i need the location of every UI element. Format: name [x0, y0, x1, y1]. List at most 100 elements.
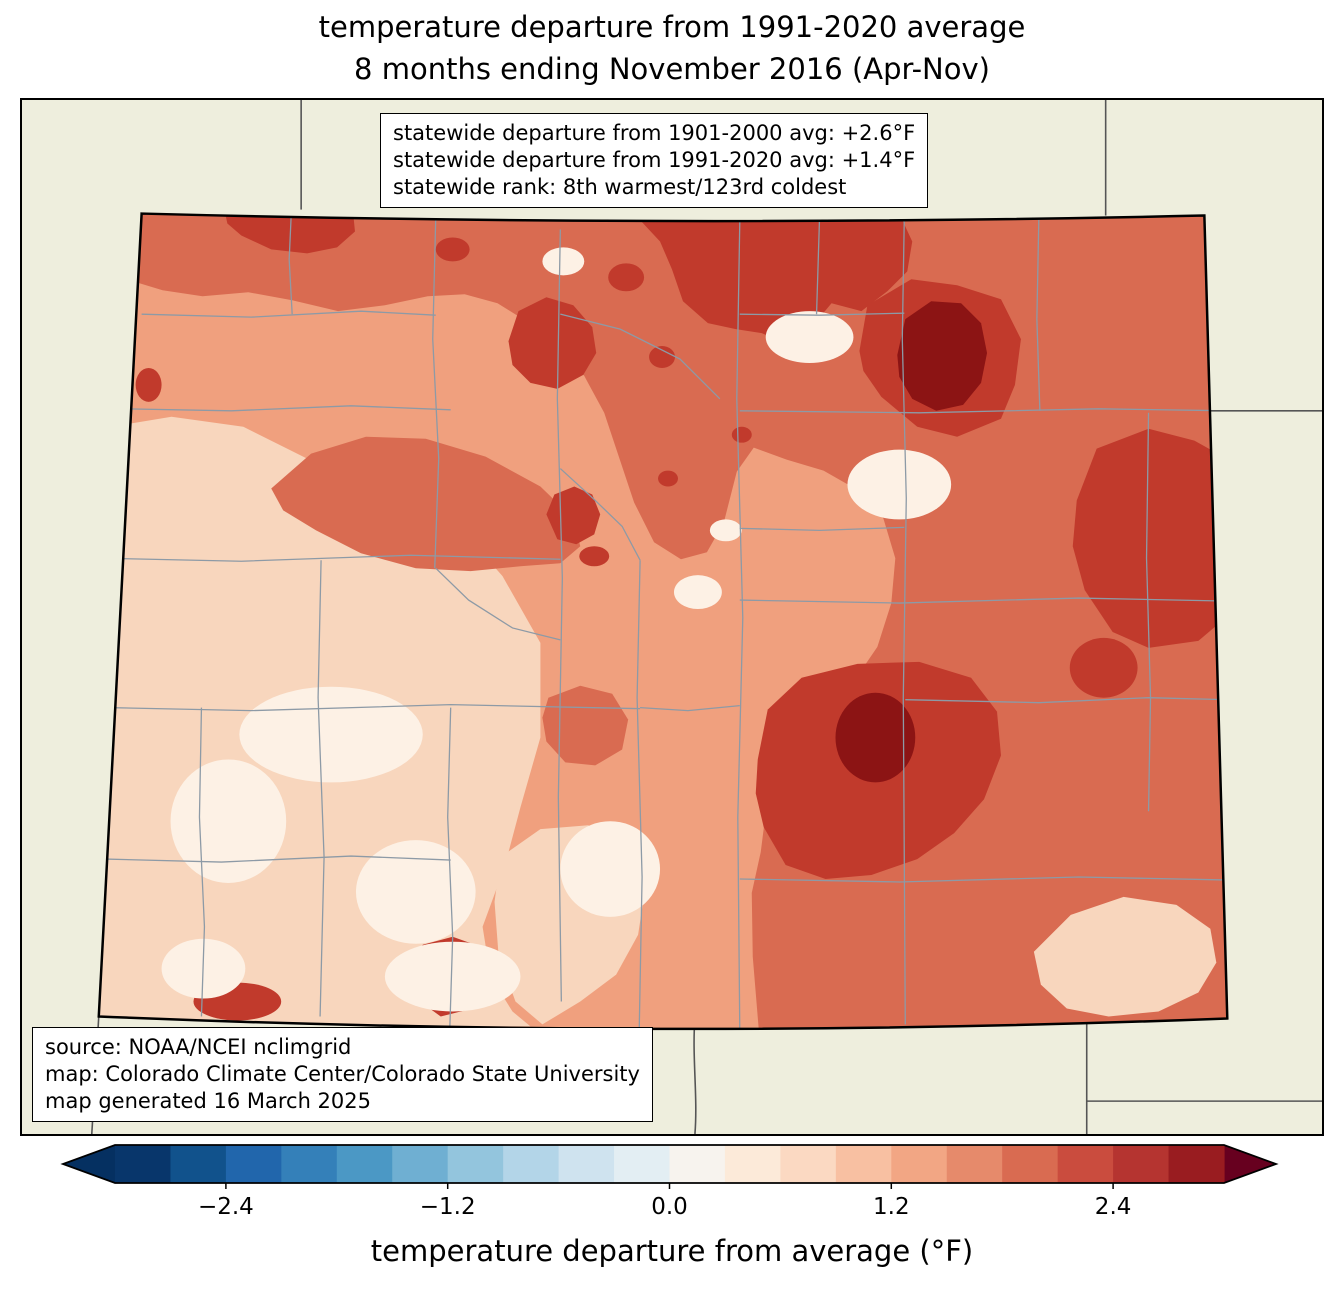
colorbar-segment	[170, 1145, 227, 1183]
contour-region-cream	[765, 311, 854, 363]
county-line	[739, 312, 905, 316]
colorbar-segment	[724, 1145, 781, 1183]
stats-line-3: statewide rank: 8th warmest/123rd coldes…	[393, 174, 847, 199]
colorbar-tick-label: 2.4	[1094, 1194, 1132, 1220]
county-line	[101, 554, 561, 562]
contour-region-dark	[658, 470, 678, 487]
contour-region-dark	[224, 213, 355, 254]
colorbar-segment	[891, 1145, 948, 1183]
stats-box: statewide departure from 1901-2000 avg: …	[380, 113, 929, 208]
county-line	[435, 567, 561, 641]
state-border	[97, 212, 1229, 1031]
source-line-3: map generated 16 March 2025	[45, 1089, 372, 1114]
county-line	[739, 408, 1228, 414]
contour-region-cream	[384, 941, 521, 1012]
colorbar-segment	[614, 1145, 671, 1183]
colorbar-tick-marks	[225, 1183, 1114, 1189]
colorbar-segment	[392, 1145, 449, 1183]
contour-region-dark	[1069, 637, 1138, 698]
county-line	[198, 707, 206, 1017]
contour-region-dark	[435, 237, 470, 262]
colorbar-segment	[336, 1145, 393, 1183]
county-line	[901, 217, 907, 1025]
county-line	[559, 468, 641, 561]
colorbar-outline	[60, 1144, 1279, 1184]
contour-region-medium	[271, 436, 581, 572]
contour-region-dark	[1072, 428, 1226, 648]
contour-region-peach	[1033, 896, 1217, 1017]
county-line	[736, 221, 744, 1029]
colorbar-segment	[1168, 1145, 1225, 1183]
contour-region-dark	[632, 213, 913, 346]
colorbar-segment	[1057, 1145, 1114, 1183]
map-axes-frame: statewide departure from 1901-2000 avg: …	[20, 98, 1324, 1136]
page-title-line1: temperature departure from 1991-2020 ave…	[318, 10, 1026, 44]
county-borders	[101, 215, 1228, 1029]
page-title-line2: 8 months ending November 2016 (Apr-Nov)	[354, 52, 990, 86]
colorbar-bar	[60, 1144, 1279, 1189]
county-line	[739, 876, 1228, 883]
contour-region-cream	[355, 840, 476, 944]
contour-region-dark	[608, 263, 645, 292]
county-line	[432, 217, 440, 569]
colorbar-segment	[669, 1145, 726, 1183]
county-line	[739, 526, 905, 531]
colorbar-axis-label: temperature departure from average (°F)	[370, 1234, 974, 1268]
contour-region-cream	[170, 759, 287, 883]
colorbar-segment	[503, 1145, 560, 1183]
county-line	[1145, 412, 1152, 812]
colorbar-tick-label: 0.0	[651, 1194, 688, 1220]
contour-region-dark	[731, 426, 752, 443]
county-line	[560, 313, 721, 400]
colorbar-segment	[447, 1145, 504, 1183]
colorbar-tick-label: 1.2	[873, 1194, 910, 1220]
county-line	[288, 215, 293, 315]
contour-region-dark	[579, 546, 610, 567]
contour-region-medium	[542, 685, 629, 766]
colorbar-under-arrow-icon	[63, 1145, 115, 1183]
county-line	[105, 855, 451, 863]
colorbar-segment	[1113, 1145, 1170, 1183]
contour-region-cream	[560, 821, 661, 917]
colorado-temperature-map	[22, 100, 1322, 1134]
county-line	[815, 217, 821, 315]
contour-region-cream	[847, 449, 952, 520]
colorbar-segments	[115, 1145, 1225, 1183]
county-line	[636, 560, 643, 1029]
county-line	[905, 697, 1228, 704]
county-line	[640, 705, 740, 712]
county-line	[739, 597, 1228, 604]
contour-region-cream	[709, 519, 742, 542]
colorbar-segment	[115, 1145, 172, 1183]
source-line-1: source: NOAA/NCEI nclimgrid	[45, 1035, 352, 1060]
county-line	[447, 707, 454, 1029]
county-line	[121, 405, 451, 412]
county-line	[556, 229, 563, 1002]
colorbar-tick-label: −1.2	[419, 1194, 476, 1220]
neighbor-border-line	[693, 1018, 697, 1134]
county-line	[1036, 216, 1041, 411]
colorbar-segment	[558, 1145, 615, 1183]
county-line	[141, 310, 436, 318]
colorbar-tick-label: −2.4	[197, 1194, 254, 1220]
contour-region-dark	[508, 297, 597, 389]
colorbar-over-arrow-icon	[1224, 1145, 1276, 1183]
colorbar-segment	[946, 1145, 1003, 1183]
contour-region-cream	[239, 686, 423, 783]
county-line	[317, 560, 325, 1017]
contour-region-maroon	[835, 692, 916, 783]
colorbar-segment	[835, 1145, 892, 1183]
contour-region-dark	[649, 346, 675, 368]
colorbar: −2.4 −1.2 0.0 1.2 2.4 temperature depart…	[20, 1142, 1324, 1299]
county-line	[109, 704, 641, 712]
contour-region-cream	[673, 575, 722, 610]
contour-region-maroon	[897, 301, 988, 411]
colorbar-segment	[1002, 1145, 1059, 1183]
colorbar-segment	[780, 1145, 837, 1183]
source-line-2: map: Colorado Climate Center/Colorado St…	[45, 1062, 640, 1087]
stats-line-1: statewide departure from 1901-2000 avg: …	[393, 121, 916, 145]
stats-line-2: statewide departure from 1991-2020 avg: …	[393, 147, 916, 172]
colorbar-segment	[281, 1145, 338, 1183]
temperature-fill-regions	[98, 213, 1228, 1029]
contour-region-cream	[542, 247, 585, 276]
